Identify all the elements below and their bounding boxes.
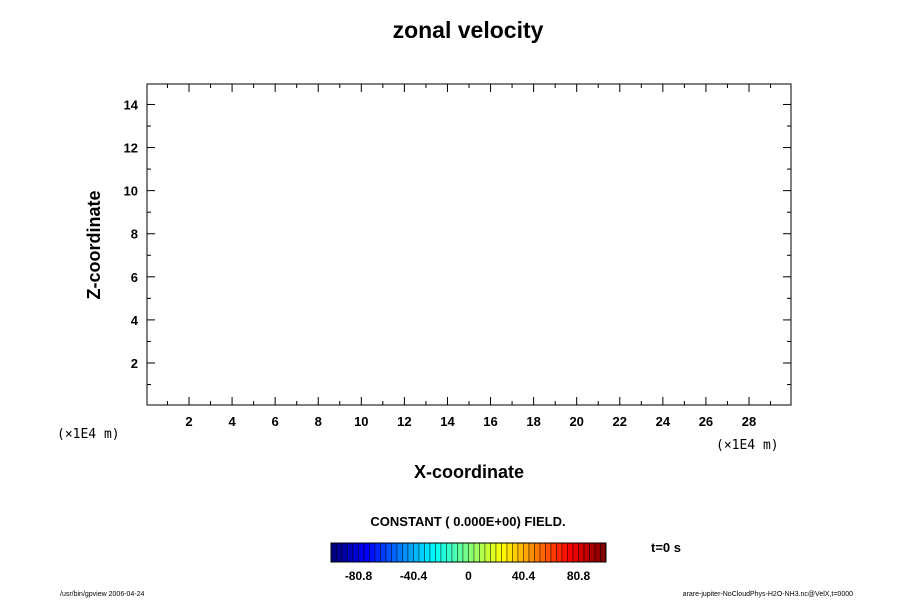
colorbar-tick-label: -80.8 bbox=[345, 569, 373, 583]
colorbar-segment bbox=[594, 542, 601, 563]
colorbar-segment bbox=[578, 542, 585, 563]
x-tick-label: 2 bbox=[185, 414, 192, 429]
constant-field-note: CONSTANT ( 0.000E+00) FIELD. bbox=[370, 514, 565, 529]
colorbar-segment bbox=[495, 542, 502, 563]
x-tick-label: 10 bbox=[354, 414, 368, 429]
colorbar-segment bbox=[347, 542, 354, 563]
colorbar-segment bbox=[446, 542, 453, 563]
y-axis-tick-labels: 2 4 6 8 10 12 14 bbox=[124, 97, 139, 371]
y-tick-label: 6 bbox=[131, 270, 138, 285]
colorbar-segment bbox=[473, 542, 480, 563]
x-tick-label: 14 bbox=[440, 414, 455, 429]
colorbar-segment bbox=[567, 542, 574, 563]
colorbar-segment bbox=[336, 542, 343, 563]
colorbar-segment bbox=[451, 542, 458, 563]
colorbar-segment bbox=[396, 542, 403, 563]
x-tick-label: 18 bbox=[526, 414, 540, 429]
colorbar-segment bbox=[512, 542, 519, 563]
colorbar-segment bbox=[374, 542, 381, 563]
x-tick-label: 12 bbox=[397, 414, 411, 429]
colorbar-segment bbox=[407, 542, 414, 563]
x-tick-label: 26 bbox=[699, 414, 713, 429]
colorbar-segment bbox=[418, 542, 425, 563]
colorbar-segment bbox=[556, 542, 563, 563]
colorbar-segment bbox=[385, 542, 392, 563]
colorbar-segment bbox=[506, 542, 513, 563]
x-tick-label: 8 bbox=[315, 414, 322, 429]
colorbar-segment bbox=[589, 542, 596, 563]
y-axis-ticks bbox=[147, 103, 791, 386]
colorbar-segment bbox=[402, 542, 409, 563]
x-tick-label: 28 bbox=[742, 414, 756, 429]
x-tick-label: 16 bbox=[483, 414, 497, 429]
colorbar-segment bbox=[330, 542, 337, 563]
colorbar-tick-labels: -80.8 -40.4 0 40.4 80.8 bbox=[345, 569, 591, 583]
colorbar-frame bbox=[330, 542, 607, 563]
colorbar-segment bbox=[539, 542, 546, 563]
footer-right: arare-jupiter-NoCloudPhys-H2O-NH3.nc@Vel… bbox=[683, 591, 853, 598]
colorbar-tick-label: 40.4 bbox=[512, 569, 536, 583]
colorbar-segment bbox=[528, 542, 535, 563]
x-axis-tick-labels: 2 4 6 8 10 12 14 16 18 20 22 24 26 28 bbox=[185, 414, 756, 429]
colorbar-segment bbox=[391, 542, 398, 563]
colorbar-tick-label: 0 bbox=[465, 569, 472, 583]
colorbar-segment bbox=[561, 542, 568, 563]
y-axis-unit: (×1E4 m) bbox=[57, 427, 120, 442]
colorbar-segment bbox=[545, 542, 552, 563]
colorbar-segment bbox=[583, 542, 590, 563]
y-axis-label: Z-coordinate bbox=[84, 190, 104, 299]
colorbar-segment bbox=[490, 542, 497, 563]
colorbar-segment bbox=[352, 542, 359, 563]
colorbar-segment bbox=[341, 542, 348, 563]
x-tick-label: 4 bbox=[228, 414, 236, 429]
colorbar-segment bbox=[358, 542, 365, 563]
colorbar-tick-label: 80.8 bbox=[567, 569, 591, 583]
x-tick-label: 24 bbox=[656, 414, 671, 429]
colorbar-segment bbox=[369, 542, 376, 563]
colorbar-segment bbox=[440, 542, 447, 563]
colorbar-segment bbox=[572, 542, 579, 563]
colorbar-segment bbox=[429, 542, 436, 563]
colorbar-segment bbox=[363, 542, 370, 563]
plot-area bbox=[146, 83, 792, 406]
y-tick-label: 12 bbox=[124, 141, 138, 156]
colorbar-segment bbox=[413, 542, 420, 563]
y-tick-label: 10 bbox=[124, 184, 138, 199]
colorbar-segment bbox=[479, 542, 486, 563]
colorbar-segment bbox=[380, 542, 387, 563]
colorbar-segment bbox=[534, 542, 541, 563]
colorbar-segment bbox=[435, 542, 442, 563]
colorbar-segment bbox=[424, 542, 431, 563]
colorbar-tick-label: -40.4 bbox=[400, 569, 428, 583]
colorbar bbox=[330, 542, 607, 563]
time-label: t=0 s bbox=[651, 540, 681, 555]
y-tick-label: 2 bbox=[131, 356, 138, 371]
x-tick-label: 22 bbox=[613, 414, 627, 429]
colorbar-segment bbox=[484, 542, 491, 563]
footer-left: /usr/bin/gpview 2006-04-24 bbox=[60, 591, 145, 598]
x-axis-unit: (×1E4 m) bbox=[716, 438, 779, 453]
x-tick-label: 20 bbox=[569, 414, 583, 429]
x-tick-label: 6 bbox=[272, 414, 279, 429]
chart-title: zonal velocity bbox=[393, 17, 544, 43]
y-tick-label: 8 bbox=[131, 227, 138, 242]
y-tick-label: 4 bbox=[131, 313, 139, 328]
colorbar-segment bbox=[501, 542, 508, 563]
colorbar-segment bbox=[517, 542, 524, 563]
colorbar-segment bbox=[600, 542, 607, 563]
colorbar-segment bbox=[523, 542, 530, 563]
y-tick-label: 14 bbox=[124, 97, 139, 112]
colorbar-segment bbox=[457, 542, 464, 563]
x-axis-ticks bbox=[166, 84, 772, 405]
x-axis-label: X-coordinate bbox=[414, 462, 524, 482]
colorbar-segment bbox=[550, 542, 557, 563]
colorbar-segment bbox=[462, 542, 469, 563]
colorbar-segment bbox=[468, 542, 475, 563]
